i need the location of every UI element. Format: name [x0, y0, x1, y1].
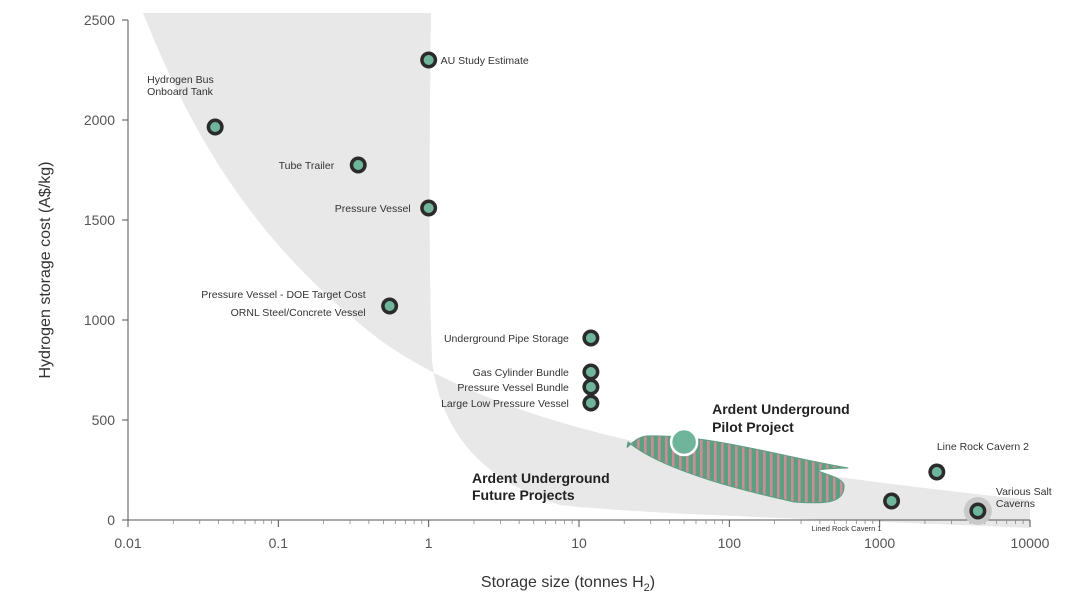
- point-label: Pressure Vessel - DOE Target Cost: [201, 289, 365, 301]
- x-axis-title-end: ): [650, 574, 655, 591]
- pilot-project-point: Ardent Underground Pilot Project: [669, 401, 850, 457]
- x-axis-title-main: Storage size (tonnes H: [481, 574, 644, 591]
- point-label: Hydrogen Bus: [147, 74, 214, 86]
- x-tick-label: 0.01: [114, 535, 141, 551]
- y-ticks: 0 500 1000 1500 2000 2500: [84, 12, 128, 528]
- point-marker: [210, 122, 221, 132]
- y-tick-label: 1500: [84, 212, 115, 228]
- point-marker: [585, 398, 596, 408]
- point-marker: [423, 55, 434, 65]
- point-label: Large Low Pressure Vessel: [441, 398, 569, 410]
- future-projects-label: Ardent Underground: [472, 470, 610, 486]
- point-marker: [585, 382, 596, 392]
- point-label: Gas Cylinder Bundle: [473, 367, 569, 379]
- y-axis-title: Hydrogen storage cost (A$/kg): [37, 162, 54, 379]
- x-ticks: 0.01 0.1 1 10 100 1000 10000: [114, 520, 1050, 551]
- axes: 0.01 0.1 1 10 100 1000 10000 0 500 1000 1500 2000 2…: [84, 12, 1050, 551]
- x-axis-title-subscript: 2: [644, 582, 650, 594]
- point-marker: [972, 506, 983, 516]
- x-tick-label: 1: [425, 535, 433, 551]
- x-tick-label: 10000: [1011, 535, 1050, 551]
- point-marker: [585, 367, 596, 377]
- pilot-project-label: Ardent Underground: [712, 401, 850, 417]
- y-tick-label: 0: [107, 512, 115, 528]
- point-label: Underground Pipe Storage: [444, 333, 569, 345]
- point-label-line2: Caverns: [996, 498, 1035, 510]
- x-axis-title: Storage size (tonnes H2): [481, 574, 655, 594]
- pilot-project-marker: [669, 427, 699, 457]
- future-projects-label-line2: Future Projects: [472, 487, 575, 503]
- cost-range-band: [143, 13, 1030, 528]
- x-tick-label: 1000: [864, 535, 895, 551]
- point-label: Line Rock Cavern 2: [937, 441, 1029, 453]
- y-tick-label: 2500: [84, 12, 115, 28]
- y-tick-label: 2000: [84, 112, 115, 128]
- point-label-line2: ORNL Steel/Concrete Vessel: [231, 307, 366, 319]
- point-marker: [423, 203, 434, 213]
- pilot-project-label-line2: Pilot Project: [712, 419, 794, 435]
- x-tick-label: 0.1: [269, 535, 289, 551]
- point-marker: [384, 301, 395, 311]
- point-label-line2: Onboard Tank: [147, 86, 214, 98]
- point-label: Pressure Vessel Bundle: [457, 382, 569, 394]
- point-marker: [931, 467, 942, 477]
- x-minor-ticks: [172, 520, 1024, 524]
- x-tick-label: 100: [718, 535, 742, 551]
- point-marker: [886, 496, 897, 506]
- point-marker: [585, 333, 596, 343]
- point-label: Lined Rock Cavern 1: [812, 524, 882, 533]
- y-tick-label: 1000: [84, 312, 115, 328]
- point-label: Pressure Vessel: [335, 203, 411, 215]
- x-tick-label: 10: [571, 535, 587, 551]
- y-tick-label: 500: [92, 412, 116, 428]
- point-label: AU Study Estimate: [441, 55, 529, 67]
- point-label: Tube Trailer: [279, 160, 335, 172]
- point-label: Various Salt: [996, 486, 1052, 498]
- point-marker: [353, 160, 364, 170]
